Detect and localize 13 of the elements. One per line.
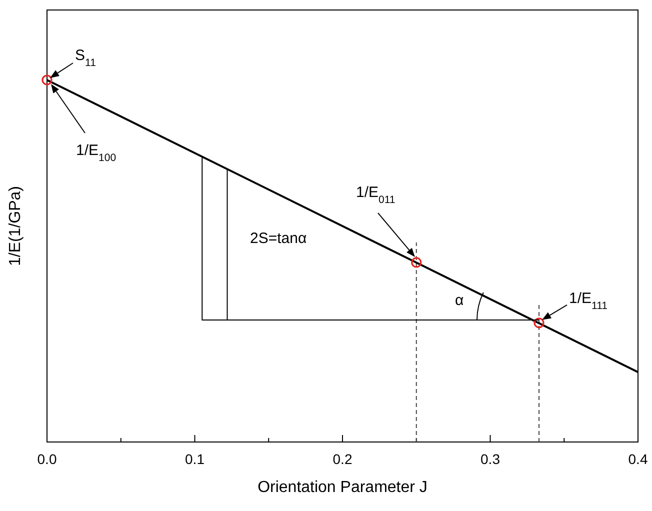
x-tick-label: 0.2 xyxy=(332,451,352,467)
annotation: 1/E$_{011}$ xyxy=(356,184,396,206)
annotation: 2S=tanα xyxy=(250,230,307,247)
x-axis-title: Orientation Parameter J xyxy=(258,479,428,496)
x-tick-label: 0.1 xyxy=(185,451,205,467)
x-tick-label: 0.0 xyxy=(37,451,57,467)
annotation: α xyxy=(455,292,464,309)
annotation: 1/E$_{111}$ xyxy=(569,290,608,312)
x-tick-label: 0.4 xyxy=(628,451,648,467)
y-axis-title: 1/E(1/GPa) xyxy=(7,186,24,266)
annotation: S$_{11}$ xyxy=(75,47,96,69)
annotation: 1/E$_{100}$ xyxy=(76,142,116,164)
x-tick-label: 0.3 xyxy=(480,451,500,467)
